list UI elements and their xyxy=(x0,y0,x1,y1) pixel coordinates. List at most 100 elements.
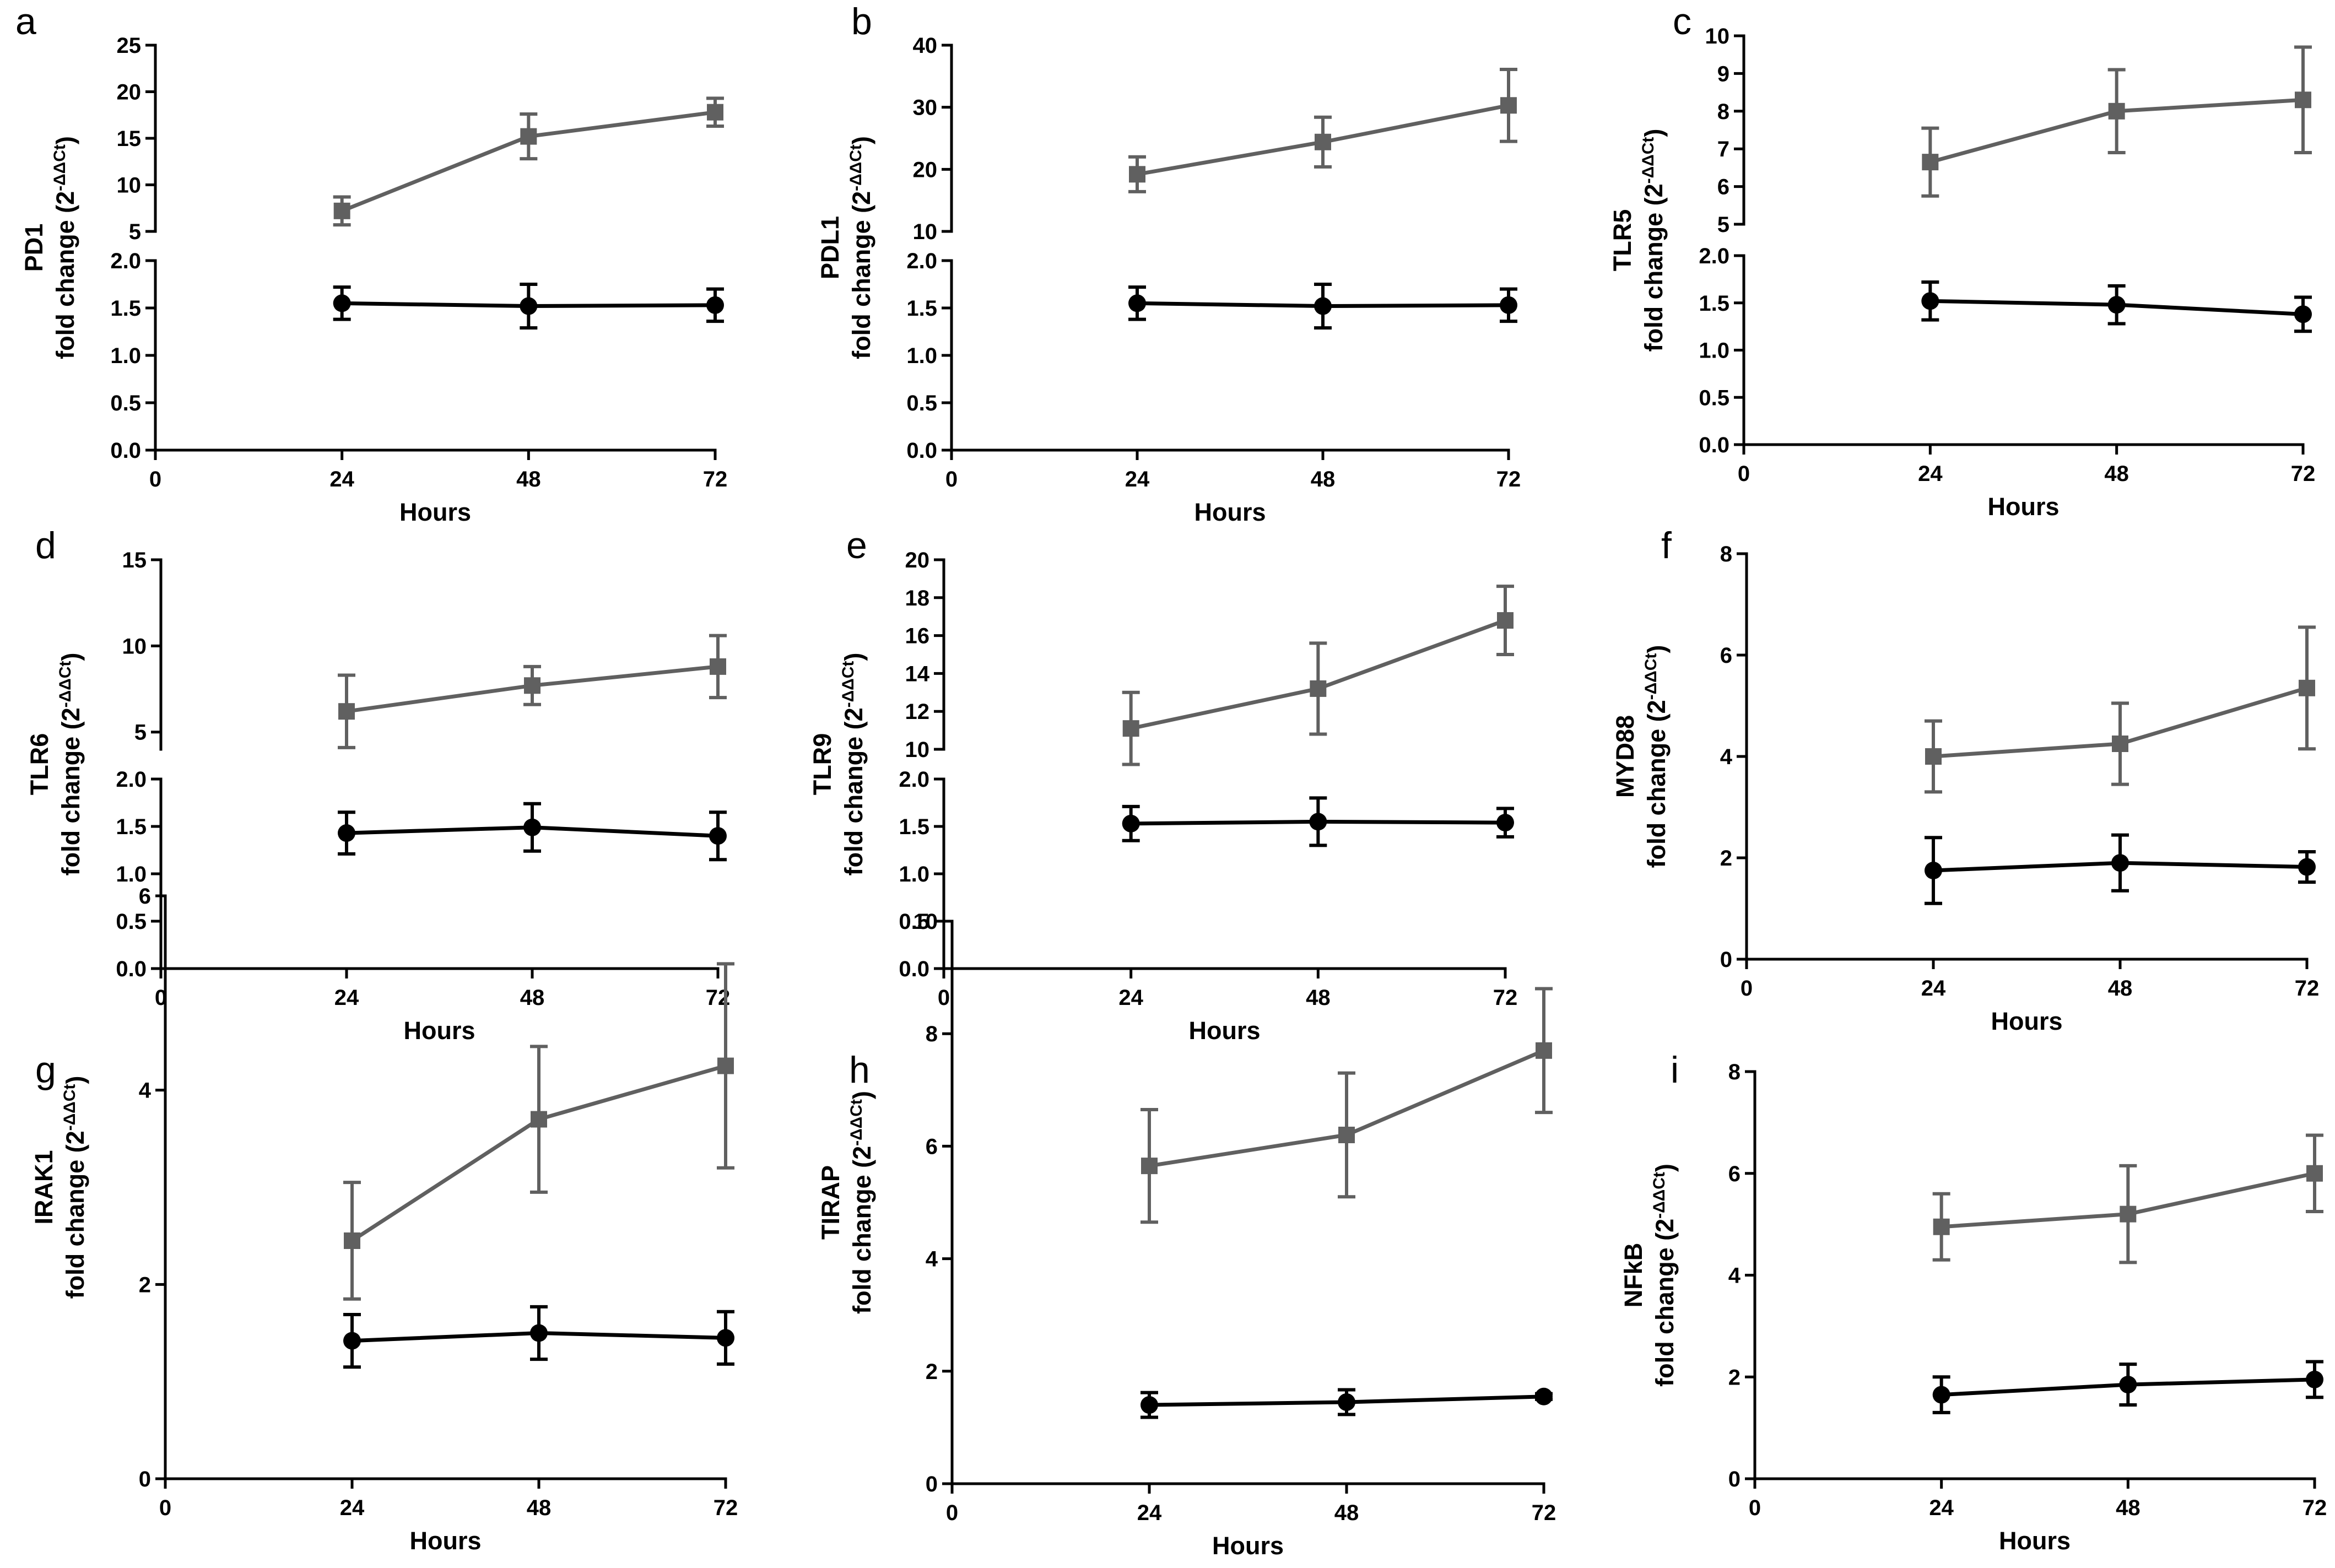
y-tick-label: 10 xyxy=(117,174,142,198)
y-axis-gene-label: PD1 xyxy=(20,224,48,272)
data-point-square xyxy=(717,1057,734,1074)
x-tick-label: 72 xyxy=(703,467,728,491)
data-point-circle xyxy=(717,1329,734,1347)
data-point-circle xyxy=(709,827,727,845)
y-tick-label: 1.5 xyxy=(1699,291,1729,316)
y-tick-label: 12 xyxy=(905,700,930,724)
panel-letter: d xyxy=(35,525,56,566)
data-point-circle xyxy=(343,1332,361,1350)
series-control xyxy=(1128,283,1517,330)
x-tick-label: 72 xyxy=(2295,976,2320,1001)
data-point-circle xyxy=(2298,858,2316,876)
y-axis-title: fold change (2-ΔΔCt) xyxy=(1650,1164,1679,1387)
x-axis-title: Hours xyxy=(1188,1017,1260,1045)
x-tick-label: 0 xyxy=(946,1501,958,1525)
x-tick-label: 24 xyxy=(1921,976,1946,1001)
series-treated xyxy=(1921,45,2312,198)
x-tick-label: 48 xyxy=(2116,1496,2141,1520)
series-control xyxy=(1141,1387,1553,1419)
x-tick-label: 48 xyxy=(1334,1501,1359,1525)
data-point-circle xyxy=(1925,862,1942,879)
y-tick-label: 0.0 xyxy=(1699,433,1729,457)
x-tick-label: 24 xyxy=(1125,467,1150,491)
y-tick-label: 0.5 xyxy=(906,391,937,415)
data-point-circle xyxy=(1535,1387,1553,1405)
y-axis-title: fold change (2-ΔΔCt) xyxy=(839,653,868,876)
data-point-circle xyxy=(706,296,724,314)
y-tick-label: 0 xyxy=(1728,1467,1741,1491)
data-point-circle xyxy=(2306,1370,2323,1388)
data-point-square xyxy=(2306,1165,2323,1182)
y-tick-label: 0.0 xyxy=(110,439,141,463)
series-treated xyxy=(1932,1133,2323,1264)
y-axis-gene-label: TLR5 xyxy=(1608,209,1636,272)
y-axis-title: fold change (2-ΔΔCt) xyxy=(51,136,80,359)
y-tick-label: 0.0 xyxy=(899,957,929,981)
series-treated xyxy=(343,962,734,1301)
y-tick-label: 0 xyxy=(926,1472,938,1496)
y-tick-label: 7 xyxy=(1717,137,1729,161)
series-control xyxy=(343,1305,734,1369)
data-point-circle xyxy=(1128,294,1146,312)
series-treated xyxy=(1925,625,2316,794)
data-point-circle xyxy=(520,297,538,315)
data-point-square xyxy=(1141,1158,1158,1175)
panel-c: c 0.0 0.5 1.0 1.5 2.0 5 6 7 8 9 10 0 24 48 72 Hours TLR5 f… xyxy=(1608,1,2315,521)
y-tick-label: 4 xyxy=(1728,1264,1741,1288)
y-axis-gene-label: IRAK1 xyxy=(30,1150,58,1224)
y-tick-label: 2.0 xyxy=(110,249,141,273)
y-tick-label: 20 xyxy=(117,80,142,105)
x-tick-label: 48 xyxy=(520,986,545,1010)
y-axis-gene-label: TIRAP xyxy=(817,1165,845,1240)
panel-letter: f xyxy=(1661,525,1672,566)
data-point-circle xyxy=(1921,292,1939,310)
data-point-square xyxy=(520,128,537,145)
data-point-square xyxy=(524,677,540,694)
y-axis-gene-label: NFkB xyxy=(1619,1243,1647,1308)
y-tick-label: 5 xyxy=(1717,213,1729,237)
data-point-square xyxy=(1315,133,1331,150)
x-tick-label: 0 xyxy=(945,467,958,491)
x-axis-title: Hours xyxy=(403,1017,475,1045)
y-tick-label: 6 xyxy=(139,884,151,909)
y-tick-label: 1.5 xyxy=(899,815,929,839)
x-tick-label: 48 xyxy=(2104,462,2129,486)
data-point-square xyxy=(1310,680,1327,697)
data-point-square xyxy=(2295,91,2311,109)
data-point-square xyxy=(2120,1205,2137,1223)
y-tick-label: 2 xyxy=(139,1273,151,1297)
x-tick-label: 0 xyxy=(149,467,161,491)
y-tick-label: 8 xyxy=(1720,542,1732,566)
x-tick-label: 48 xyxy=(1306,986,1331,1010)
y-tick-label: 1.5 xyxy=(116,815,147,839)
x-tick-label: 24 xyxy=(334,986,359,1010)
panel-letter: c xyxy=(1673,1,1691,42)
x-tick-label: 24 xyxy=(329,467,354,491)
y-tick-label: 10 xyxy=(1705,24,1730,48)
y-tick-label: 0.5 xyxy=(899,910,929,934)
y-tick-label: 30 xyxy=(913,96,938,120)
series-treated xyxy=(338,634,727,749)
x-tick-label: 72 xyxy=(1532,1501,1556,1525)
y-tick-label: 4 xyxy=(139,1079,152,1103)
series-treated xyxy=(1128,67,1517,193)
x-axis-title: Hours xyxy=(399,498,471,526)
x-axis-title: Hours xyxy=(1194,498,1266,526)
y-axis-title: fold change (2-ΔΔCt) xyxy=(847,136,876,359)
y-tick-label: 4 xyxy=(1720,745,1733,769)
data-point-circle xyxy=(2119,1376,2137,1394)
y-tick-label: 1.0 xyxy=(110,344,141,368)
y-tick-label: 9 xyxy=(1717,62,1729,86)
x-axis-title: Hours xyxy=(1987,493,2059,521)
x-tick-label: 48 xyxy=(516,467,541,491)
x-tick-label: 72 xyxy=(1493,986,1518,1010)
data-point-circle xyxy=(523,818,541,836)
data-point-circle xyxy=(1314,297,1332,315)
y-tick-label: 10 xyxy=(913,220,938,244)
x-tick-label: 48 xyxy=(527,1496,552,1520)
y-axis-title: fold change (2-ΔΔCt) xyxy=(56,653,85,876)
x-axis-title: Hours xyxy=(1999,1527,2071,1555)
y-tick-label: 5 xyxy=(134,721,147,745)
